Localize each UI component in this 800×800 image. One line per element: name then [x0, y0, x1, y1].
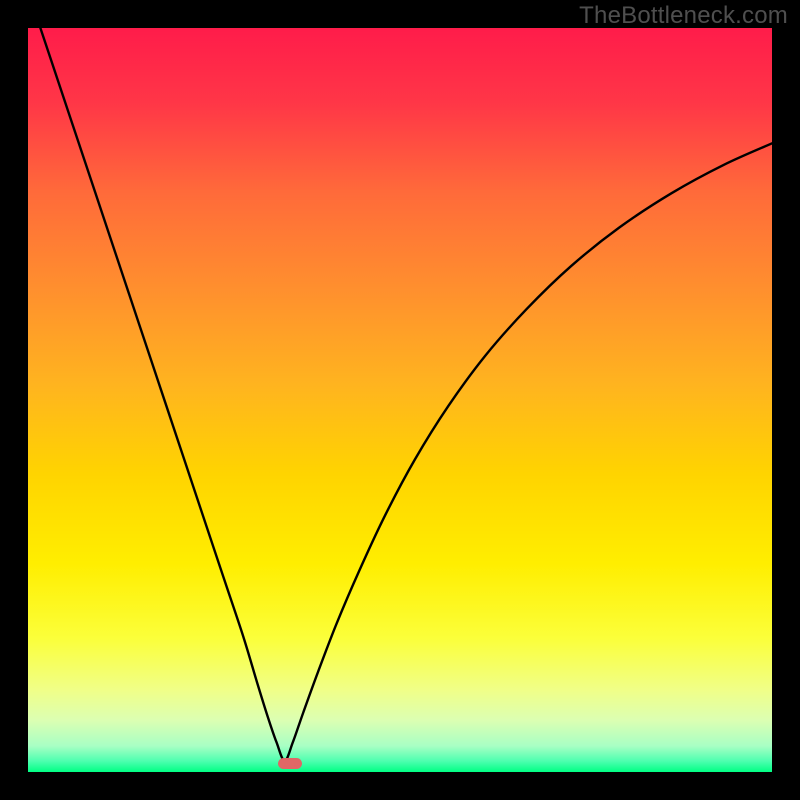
plot-area: [28, 28, 772, 772]
chart-frame: TheBottleneck.com: [0, 0, 800, 800]
optimum-marker: [278, 758, 303, 768]
watermark-text: TheBottleneck.com: [579, 2, 788, 30]
curve-layer: [28, 28, 772, 772]
bottleneck-curve: [28, 28, 772, 761]
